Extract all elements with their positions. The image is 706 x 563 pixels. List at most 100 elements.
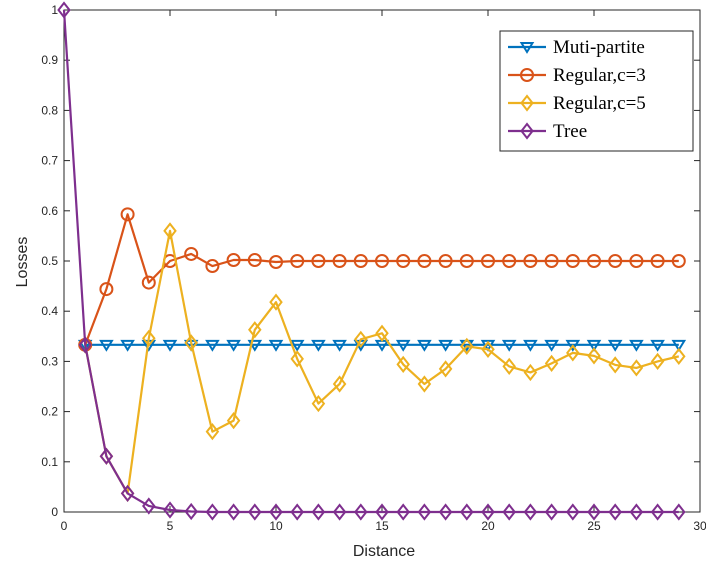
data-point xyxy=(311,394,326,413)
data-point xyxy=(587,347,601,365)
data-point xyxy=(629,339,644,352)
legend-label: Tree xyxy=(553,121,587,142)
data-point xyxy=(184,246,199,261)
data-point xyxy=(141,275,156,290)
data-point xyxy=(396,254,411,268)
legend-label: Regular,c=3 xyxy=(553,65,646,86)
data-point xyxy=(226,503,241,521)
data-point xyxy=(544,339,559,352)
data-point xyxy=(120,339,135,352)
series-3 xyxy=(57,1,686,521)
data-point xyxy=(290,350,304,368)
plot-area xyxy=(57,1,687,521)
data-point xyxy=(460,503,474,521)
data-point xyxy=(502,357,516,376)
series-2 xyxy=(78,222,686,503)
x-tick-label: 0 xyxy=(61,519,68,533)
data-point xyxy=(650,503,665,521)
series-line xyxy=(84,229,680,495)
x-axis-label: Distance xyxy=(353,543,415,560)
x-tick-label: 25 xyxy=(587,519,601,533)
data-point xyxy=(608,254,623,268)
data-point xyxy=(607,339,623,352)
data-point xyxy=(205,423,220,441)
data-point xyxy=(523,503,538,521)
data-point xyxy=(672,503,686,521)
data-point xyxy=(629,359,644,377)
data-point xyxy=(417,375,432,393)
data-point xyxy=(608,356,622,374)
data-point xyxy=(481,503,495,521)
y-tick-label: 0.4 xyxy=(41,304,58,318)
data-point xyxy=(501,339,517,352)
legend-marker xyxy=(520,122,534,140)
x-tick-label: 30 xyxy=(693,519,706,533)
data-point xyxy=(248,503,262,521)
data-point xyxy=(332,503,347,521)
data-point xyxy=(163,501,177,519)
data-point xyxy=(78,336,92,354)
legend-label: Muti-partite xyxy=(553,37,645,58)
data-point xyxy=(544,354,559,373)
data-point xyxy=(375,324,389,342)
data-point xyxy=(438,503,453,521)
data-point xyxy=(354,503,368,521)
series-1 xyxy=(78,207,686,352)
data-point xyxy=(565,339,581,352)
data-point xyxy=(226,252,241,267)
data-point xyxy=(417,339,432,352)
data-point xyxy=(481,254,495,268)
data-point xyxy=(544,254,559,268)
data-point xyxy=(99,282,114,297)
data-point xyxy=(523,254,538,268)
data-point xyxy=(290,254,305,268)
data-point xyxy=(395,339,411,352)
data-point xyxy=(162,339,178,352)
data-point xyxy=(269,503,283,521)
data-point xyxy=(671,339,687,352)
data-point xyxy=(460,337,474,355)
y-tick-label: 0 xyxy=(51,505,58,519)
y-tick-label: 0.9 xyxy=(41,53,58,67)
data-point xyxy=(396,503,410,521)
data-point xyxy=(120,484,135,503)
x-tick-label: 20 xyxy=(481,519,495,533)
y-tick-label: 1 xyxy=(51,3,58,17)
data-point xyxy=(544,503,559,521)
data-point xyxy=(459,254,474,268)
data-point xyxy=(523,339,538,352)
data-point xyxy=(354,330,368,348)
y-axis-label: Losses xyxy=(14,237,31,288)
data-point xyxy=(375,254,389,268)
x-tick-label: 15 xyxy=(375,519,389,533)
legend-marker xyxy=(520,68,534,82)
data-point xyxy=(332,339,347,352)
data-point xyxy=(565,254,580,268)
data-point xyxy=(268,339,284,352)
data-point xyxy=(650,352,665,371)
data-point xyxy=(587,254,601,268)
data-point xyxy=(438,339,453,352)
series-line xyxy=(62,9,679,514)
data-point xyxy=(269,255,283,270)
legend-label: Regular,c=5 xyxy=(553,93,646,114)
y-tick-label: 0.1 xyxy=(41,455,58,469)
data-point xyxy=(184,502,198,521)
data-point xyxy=(226,412,241,430)
x-tick-label: 10 xyxy=(269,519,283,533)
data-point xyxy=(629,254,644,268)
y-tick-label: 0.5 xyxy=(41,254,58,268)
data-point xyxy=(120,207,135,222)
legend-marker xyxy=(519,42,535,54)
data-point xyxy=(608,503,622,521)
data-point xyxy=(566,503,580,521)
data-point xyxy=(163,222,177,240)
data-point xyxy=(226,339,241,352)
data-point xyxy=(290,503,304,521)
data-point xyxy=(438,254,453,268)
data-point xyxy=(205,503,220,521)
data-point xyxy=(502,254,517,268)
data-point xyxy=(650,254,665,268)
legend: Muti-partite Regular,c=3 Regular,c=5 Tree xyxy=(499,30,694,152)
